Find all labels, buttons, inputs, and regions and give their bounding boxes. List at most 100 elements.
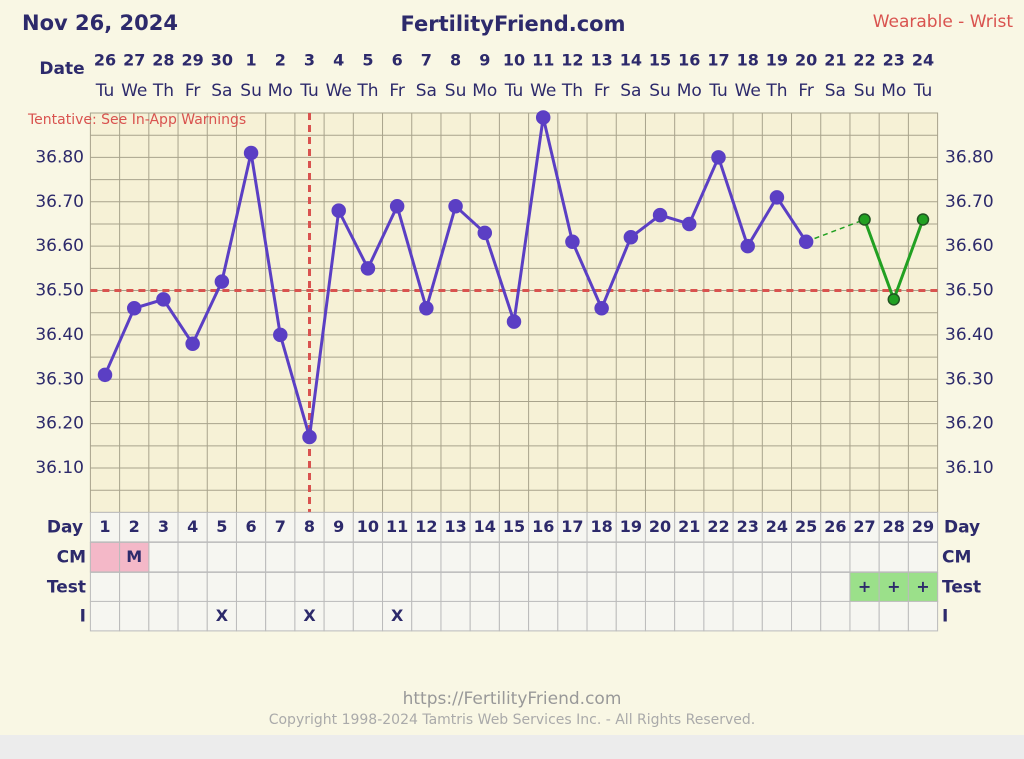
row-cell — [674, 600, 705, 632]
row-cell — [323, 571, 354, 603]
row-cell — [89, 600, 121, 632]
row-cell — [177, 571, 208, 603]
source-label: Wearable - Wrist — [873, 12, 1014, 32]
temp-point — [798, 234, 814, 249]
date-number: 1 — [246, 51, 257, 70]
date-number: 27 — [123, 51, 145, 70]
day-cell — [352, 511, 384, 543]
row-cell — [644, 571, 676, 603]
row-cell — [644, 541, 676, 573]
weekday: Sa — [825, 81, 846, 101]
temp-point — [769, 190, 785, 205]
day-number: 24 — [766, 517, 788, 536]
row-cell — [440, 600, 471, 632]
row-cell — [206, 600, 237, 632]
row-cell — [761, 571, 793, 603]
row-cell — [791, 571, 822, 603]
row-cell — [148, 600, 179, 632]
row-cell — [820, 600, 851, 632]
day-number: 4 — [187, 517, 198, 536]
y-tick-label-right: 36.70 — [945, 192, 994, 212]
day-number: 13 — [444, 517, 466, 536]
day-number: 26 — [824, 517, 846, 536]
weekday: Fr — [798, 81, 814, 101]
temp-point — [331, 203, 346, 218]
row-cell — [791, 600, 822, 632]
row-entry: X — [216, 606, 229, 625]
day-number: 29 — [912, 517, 934, 536]
row-entry: + — [887, 577, 900, 596]
row-cell — [498, 600, 530, 632]
day-number: 9 — [333, 517, 344, 536]
connector — [805, 218, 865, 243]
row-cell — [382, 541, 413, 573]
weekday: Fr — [594, 81, 610, 101]
row-cell — [235, 571, 267, 603]
row-cell — [119, 571, 150, 603]
date-number: 28 — [152, 51, 174, 70]
row-entry: X — [303, 606, 316, 625]
date-number: 15 — [649, 51, 671, 70]
weekday: Sa — [416, 81, 437, 101]
date-number: 19 — [766, 51, 788, 70]
row-cell — [382, 571, 413, 603]
temp-point — [740, 238, 755, 254]
y-tick-label: 36.40 — [35, 325, 84, 345]
row-cell — [352, 541, 384, 573]
y-tick-label-right: 36.10 — [945, 458, 994, 478]
y-tick-label: 36.70 — [35, 192, 84, 212]
temp-point — [652, 207, 668, 223]
row-cell — [382, 600, 413, 632]
row-cell — [119, 600, 150, 632]
row-label: I — [80, 606, 86, 626]
day-number: 10 — [357, 517, 379, 536]
day-cell — [615, 511, 646, 543]
row-cell — [586, 541, 617, 573]
date-label: Date — [39, 59, 84, 79]
row-cell — [498, 541, 530, 573]
temp-point — [273, 327, 288, 343]
row-cell — [586, 600, 617, 632]
date-number: 7 — [421, 51, 432, 70]
day-number: 12 — [415, 517, 437, 536]
day-cell — [206, 511, 237, 543]
temp-point — [506, 314, 522, 329]
temp-point — [682, 216, 697, 232]
day-number: 21 — [678, 517, 700, 536]
date-number: 23 — [883, 51, 905, 70]
temp-point — [360, 261, 376, 276]
weekday: Tu — [913, 81, 933, 101]
warning: Tentative: See In-App Warnings — [27, 112, 246, 128]
date-number: 21 — [824, 51, 846, 70]
temp-point — [623, 230, 639, 245]
row-cell — [820, 571, 851, 603]
weekday: Mo — [881, 81, 906, 101]
weekday: Th — [561, 81, 583, 101]
row-label: CM — [57, 547, 86, 567]
row-cell — [528, 571, 559, 603]
day-cell — [177, 511, 208, 543]
day-number: 22 — [707, 517, 729, 536]
y-tick-label: 36.50 — [35, 281, 84, 301]
temp-point — [389, 198, 405, 214]
weekday: Su — [649, 81, 671, 101]
date-number: 10 — [503, 51, 525, 70]
row-cell — [674, 541, 705, 573]
row-cell — [644, 600, 676, 632]
row-cell — [557, 571, 588, 603]
weekday: Tu — [299, 81, 319, 101]
row-cell — [703, 600, 734, 632]
row-cell — [235, 541, 267, 573]
row-cell — [294, 541, 325, 573]
row-cell — [177, 541, 208, 573]
site-title: FertilityFriend.com — [401, 12, 626, 36]
row-cell — [265, 600, 296, 632]
row-cell — [440, 571, 471, 603]
y-tick-label: 36.60 — [35, 236, 84, 256]
temp-point — [535, 110, 551, 125]
row-cell — [674, 571, 705, 603]
day-number: 18 — [591, 517, 613, 536]
day-cell — [498, 511, 530, 543]
y-tick-label-right: 36.80 — [945, 147, 994, 167]
